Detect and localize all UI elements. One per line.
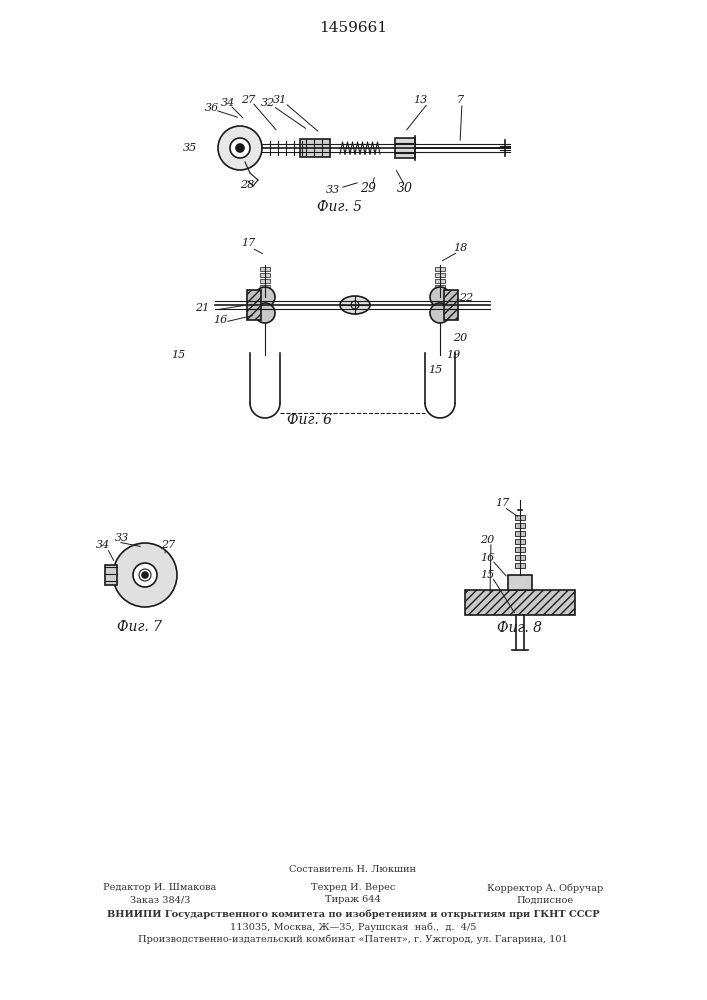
Text: 33: 33 [115,533,129,543]
Text: 30: 30 [397,182,413,194]
Text: 33: 33 [326,185,340,195]
Text: 17: 17 [241,238,255,248]
Text: 21: 21 [195,303,209,313]
Text: Производственно-издательский комбинат «Патент», г. Ужгород, ул. Гагарина, 101: Производственно-издательский комбинат «П… [138,934,568,944]
Bar [260,273,270,277]
Bar [435,285,445,289]
Circle shape [430,303,450,323]
Ellipse shape [340,296,370,314]
Text: 15: 15 [428,365,442,375]
Text: 15: 15 [171,350,185,360]
Text: 32: 32 [261,98,275,108]
Text: 31: 31 [273,95,287,105]
Circle shape [230,138,250,158]
Circle shape [218,126,262,170]
Text: 1459661: 1459661 [319,21,387,35]
Circle shape [430,287,450,307]
Bar [515,523,525,528]
Bar [247,290,261,320]
Circle shape [236,144,244,152]
Text: Техред И. Верес: Техред И. Верес [311,884,395,892]
Bar [260,267,270,271]
Bar [444,290,458,320]
Bar [435,279,445,283]
Bar [515,531,525,536]
Bar [260,291,270,295]
Text: 13: 13 [413,95,427,105]
Text: 22: 22 [459,293,473,303]
Circle shape [142,572,148,578]
Bar [435,297,445,301]
Text: 20: 20 [453,333,467,343]
Text: 35: 35 [183,143,197,153]
Text: 17: 17 [495,498,509,508]
Text: 34: 34 [96,540,110,550]
Text: Фиг. 5: Фиг. 5 [317,200,363,214]
Circle shape [255,303,275,323]
Bar [435,267,445,271]
Text: 113035, Москва, Ж—35, Раушская  наб.,  д.  4/5: 113035, Москва, Ж—35, Раушская наб., д. … [230,922,477,932]
Bar [515,555,525,560]
Bar [260,285,270,289]
Bar [515,515,525,520]
Text: 16: 16 [480,553,494,563]
Text: 34: 34 [221,98,235,108]
Bar [260,297,270,301]
Text: 36: 36 [205,103,219,113]
Text: 27: 27 [241,95,255,105]
Circle shape [133,563,157,587]
Circle shape [113,543,177,607]
Bar [300,139,330,157]
Bar [515,539,525,544]
Text: Фиг. 8: Фиг. 8 [498,621,542,635]
Text: 16: 16 [213,315,227,325]
Text: 18: 18 [453,243,467,253]
Bar [515,563,525,568]
Text: 7: 7 [457,95,464,105]
Text: 27: 27 [161,540,175,550]
Bar [515,547,525,552]
Text: Фиг. 6: Фиг. 6 [288,413,332,427]
Text: Редактор И. Шмакова: Редактор И. Шмакова [103,884,216,892]
Text: Фиг. 7: Фиг. 7 [117,620,163,634]
Bar [105,565,117,585]
Bar [260,279,270,283]
Bar [395,138,415,158]
Bar [465,590,575,615]
Text: 15: 15 [480,570,494,580]
Text: 29: 29 [360,182,376,194]
Text: 19: 19 [446,350,460,360]
Text: 28: 28 [240,180,254,190]
Circle shape [255,287,275,307]
Bar [435,291,445,295]
Bar [508,575,532,590]
Text: Корректор А. Обручар: Корректор А. Обручар [487,883,603,893]
Text: 20: 20 [480,535,494,545]
Text: Заказ 384/3: Заказ 384/3 [130,896,190,904]
Text: Составитель Н. Люкшин: Составитель Н. Люкшин [289,865,416,874]
Text: Тираж 644: Тираж 644 [325,896,381,904]
Text: ВНИИПИ Государственного комитета по изобретениям и открытиям при ГКНТ СССР: ВНИИПИ Государственного комитета по изоб… [107,909,600,919]
Bar [435,273,445,277]
Text: Подписное: Подписное [516,896,573,904]
